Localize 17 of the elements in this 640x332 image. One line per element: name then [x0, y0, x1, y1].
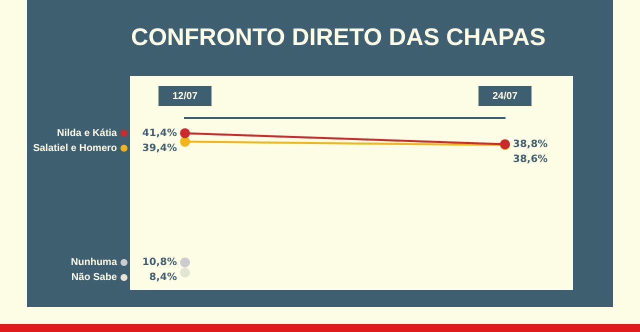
point — [180, 128, 190, 138]
chart-title: CONFRONTO DIRETO DAS CHAPAS — [131, 24, 546, 52]
legend-label: Nunhuma — [70, 257, 118, 268]
legend-label: Salatiel e Homero — [33, 142, 117, 154]
data-label: 8,4% — [149, 272, 177, 284]
legend-label: Não Sabe — [71, 272, 118, 284]
data-label: 39,4% — [142, 142, 177, 154]
x-tick-label: 12/07 — [172, 90, 198, 102]
data-label: 41,4% — [142, 128, 177, 139]
point — [180, 257, 190, 268]
data-label: 38,8% — [513, 138, 548, 150]
legend-label: Nilda e Kátia — [56, 128, 118, 139]
x-tick-label: 24/07 — [492, 90, 518, 102]
data-label: 38,6% — [513, 154, 548, 165]
data-label: 10,8% — [142, 257, 177, 268]
point — [180, 136, 190, 147]
point — [180, 268, 190, 278]
